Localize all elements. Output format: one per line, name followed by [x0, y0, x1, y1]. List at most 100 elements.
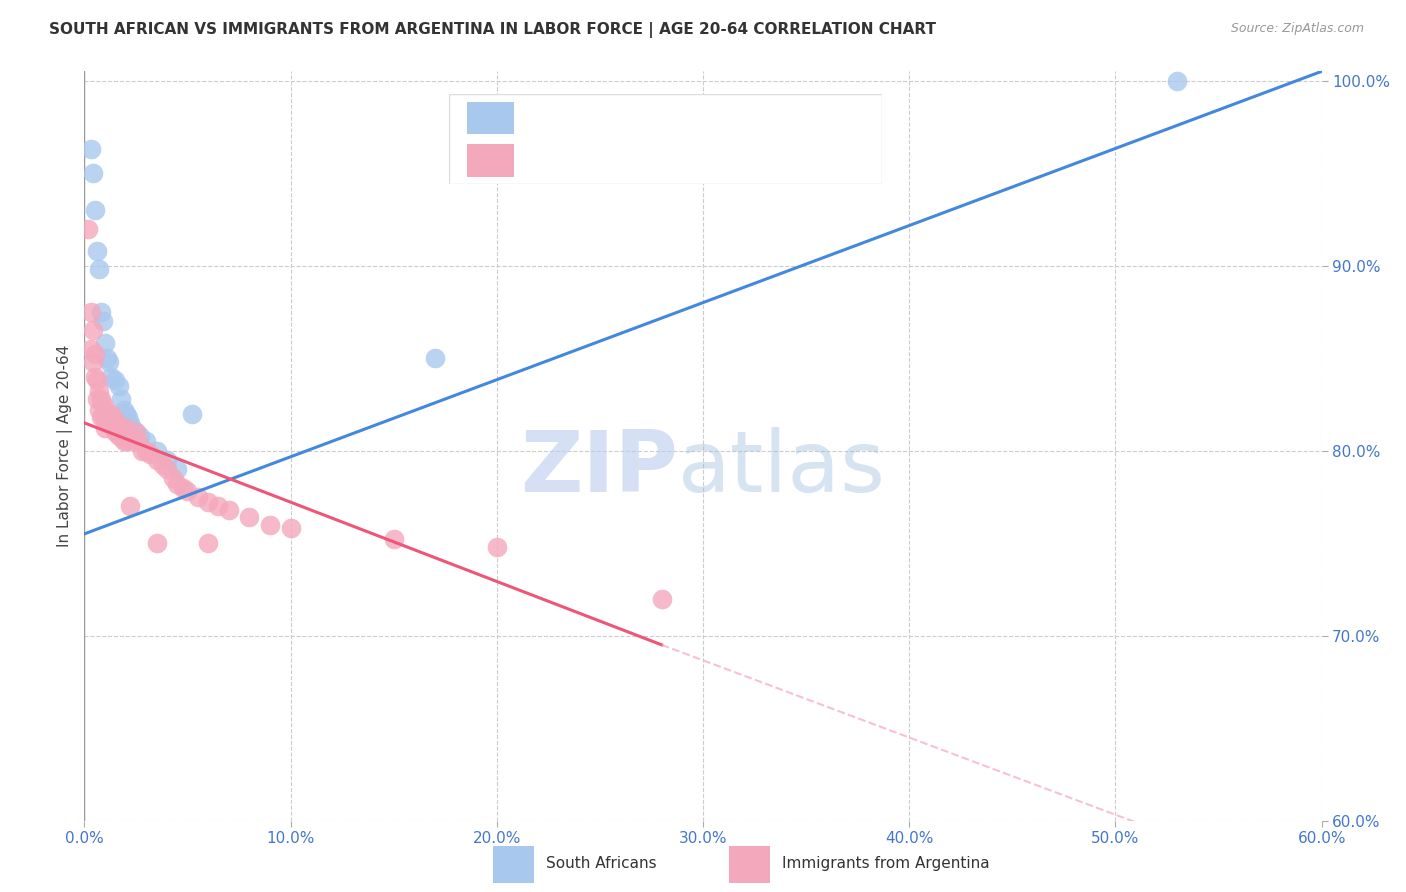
Point	[125, 425, 148, 439]
Point	[135, 434, 157, 449]
Point	[91, 314, 114, 328]
Point	[172, 481, 194, 495]
Point	[145, 443, 167, 458]
Point	[156, 462, 179, 476]
Point	[79, 142, 101, 156]
Point	[651, 591, 673, 606]
Point	[485, 540, 508, 554]
Point	[166, 462, 188, 476]
Point	[118, 429, 141, 443]
Point	[98, 410, 121, 425]
Point	[104, 373, 127, 387]
Point	[108, 421, 131, 435]
Point	[110, 421, 132, 435]
Y-axis label: In Labor Force | Age 20-64: In Labor Force | Age 20-64	[58, 345, 73, 547]
Text: Immigrants from Argentina: Immigrants from Argentina	[782, 855, 990, 871]
Point	[135, 443, 157, 458]
Point	[94, 421, 117, 435]
Point	[96, 351, 118, 365]
Point	[117, 410, 139, 425]
Point	[114, 434, 136, 449]
Point	[108, 429, 131, 443]
Point	[94, 336, 117, 351]
Point	[79, 305, 101, 319]
Text: atlas: atlas	[678, 427, 886, 510]
Point	[103, 410, 125, 425]
Point	[197, 536, 219, 550]
Point	[131, 443, 153, 458]
Point	[82, 166, 104, 180]
Point	[105, 416, 128, 430]
Text: SOUTH AFRICAN VS IMMIGRANTS FROM ARGENTINA IN LABOR FORCE | AGE 20-64 CORRELATIO: SOUTH AFRICAN VS IMMIGRANTS FROM ARGENTI…	[49, 22, 936, 38]
Point	[103, 421, 125, 435]
Point	[259, 517, 281, 532]
Point	[207, 499, 229, 513]
Point	[156, 453, 179, 467]
Point	[125, 425, 148, 439]
Point	[100, 416, 122, 430]
Point	[218, 503, 240, 517]
Point	[96, 407, 118, 421]
Point	[110, 429, 132, 443]
Point	[139, 447, 162, 461]
Point	[152, 458, 174, 473]
Point	[83, 347, 105, 361]
Point	[145, 536, 167, 550]
Point	[100, 369, 122, 384]
Point	[77, 221, 100, 235]
Point	[129, 429, 152, 443]
Point	[117, 429, 139, 443]
FancyBboxPatch shape	[728, 846, 770, 883]
Point	[83, 369, 105, 384]
Point	[87, 262, 110, 277]
Point	[108, 379, 131, 393]
Point	[96, 416, 118, 430]
Point	[114, 421, 136, 435]
Point	[166, 477, 188, 491]
Point	[86, 244, 108, 258]
Point	[382, 533, 405, 547]
Point	[82, 323, 104, 337]
Point	[90, 305, 112, 319]
Point	[82, 355, 104, 369]
Text: Source: ZipAtlas.com: Source: ZipAtlas.com	[1230, 22, 1364, 36]
Point	[112, 425, 135, 439]
Text: ZIP: ZIP	[520, 427, 678, 510]
Point	[94, 410, 117, 425]
Point	[121, 421, 143, 435]
Point	[176, 484, 198, 499]
Point	[87, 403, 110, 417]
Point	[90, 392, 112, 406]
Point	[87, 384, 110, 399]
Point	[86, 373, 108, 387]
Point	[118, 416, 141, 430]
Point	[98, 355, 121, 369]
Point	[100, 407, 122, 421]
Point	[83, 203, 105, 218]
FancyBboxPatch shape	[492, 846, 534, 883]
Point	[94, 403, 117, 417]
Point	[197, 495, 219, 509]
Point	[79, 342, 101, 356]
Point	[121, 434, 143, 449]
Point	[187, 490, 209, 504]
Point	[86, 392, 108, 406]
Point	[118, 499, 141, 513]
Point	[162, 471, 184, 485]
Point	[112, 434, 135, 449]
Point	[145, 453, 167, 467]
Point	[238, 510, 260, 524]
Point	[127, 434, 149, 449]
Point	[180, 407, 202, 421]
Text: South Africans: South Africans	[546, 855, 657, 871]
Point	[91, 397, 114, 411]
Point	[423, 351, 446, 365]
Point	[105, 425, 128, 439]
Point	[104, 425, 127, 439]
Point	[90, 410, 112, 425]
Point	[114, 407, 136, 421]
Point	[112, 403, 135, 417]
Point	[110, 392, 132, 406]
Point	[98, 416, 121, 430]
Point	[104, 416, 127, 430]
